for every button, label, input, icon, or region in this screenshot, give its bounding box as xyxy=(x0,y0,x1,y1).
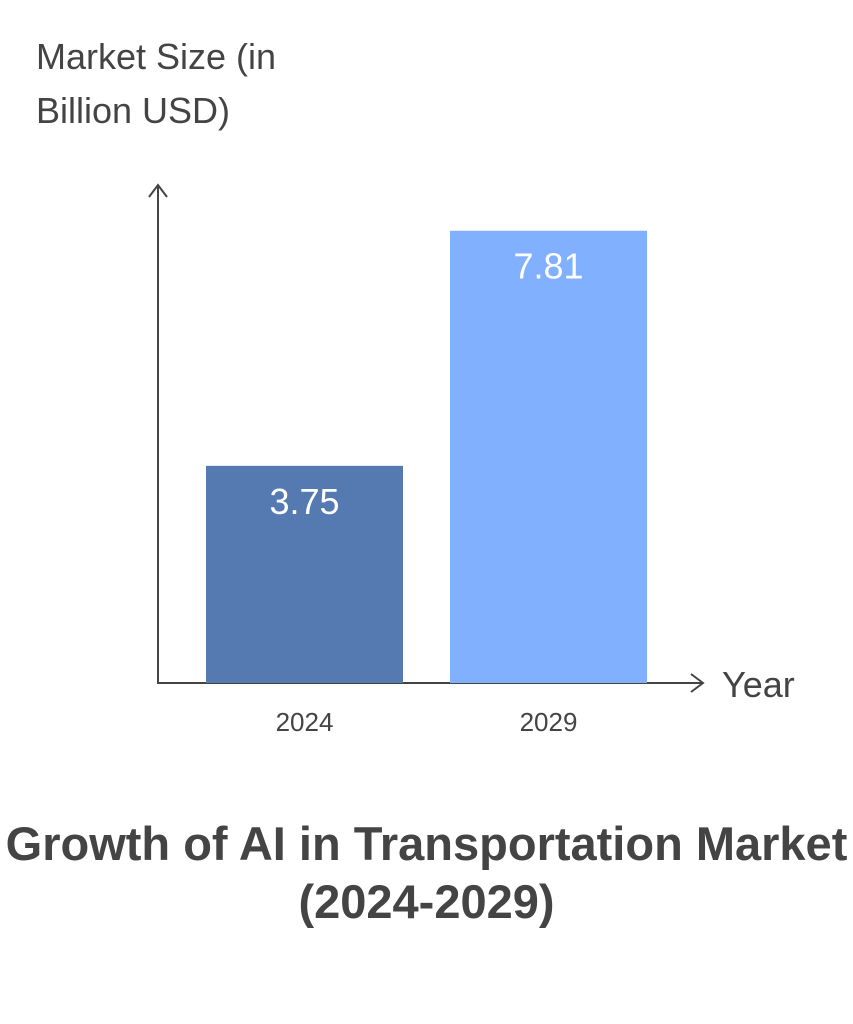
data-label-2029: 7.81 xyxy=(513,246,583,287)
bar-2024 xyxy=(206,465,403,683)
x-axis-label: Year xyxy=(722,664,795,705)
chart-title: Growth of AI in Transportation Market (2… xyxy=(5,817,848,928)
x-tick-label-2029: 2029 xyxy=(520,707,578,737)
bar-chart: Year 3.75 2024 7.81 2029 xyxy=(148,183,795,737)
y-axis-label: Market Size (in Billion USD) xyxy=(36,36,277,131)
x-axis-arrow-icon xyxy=(690,673,705,693)
data-label-2024: 3.75 xyxy=(269,481,339,522)
bar-2029 xyxy=(450,230,647,683)
y-axis-arrow-icon xyxy=(148,183,168,198)
x-tick-label-2024: 2024 xyxy=(276,707,334,737)
